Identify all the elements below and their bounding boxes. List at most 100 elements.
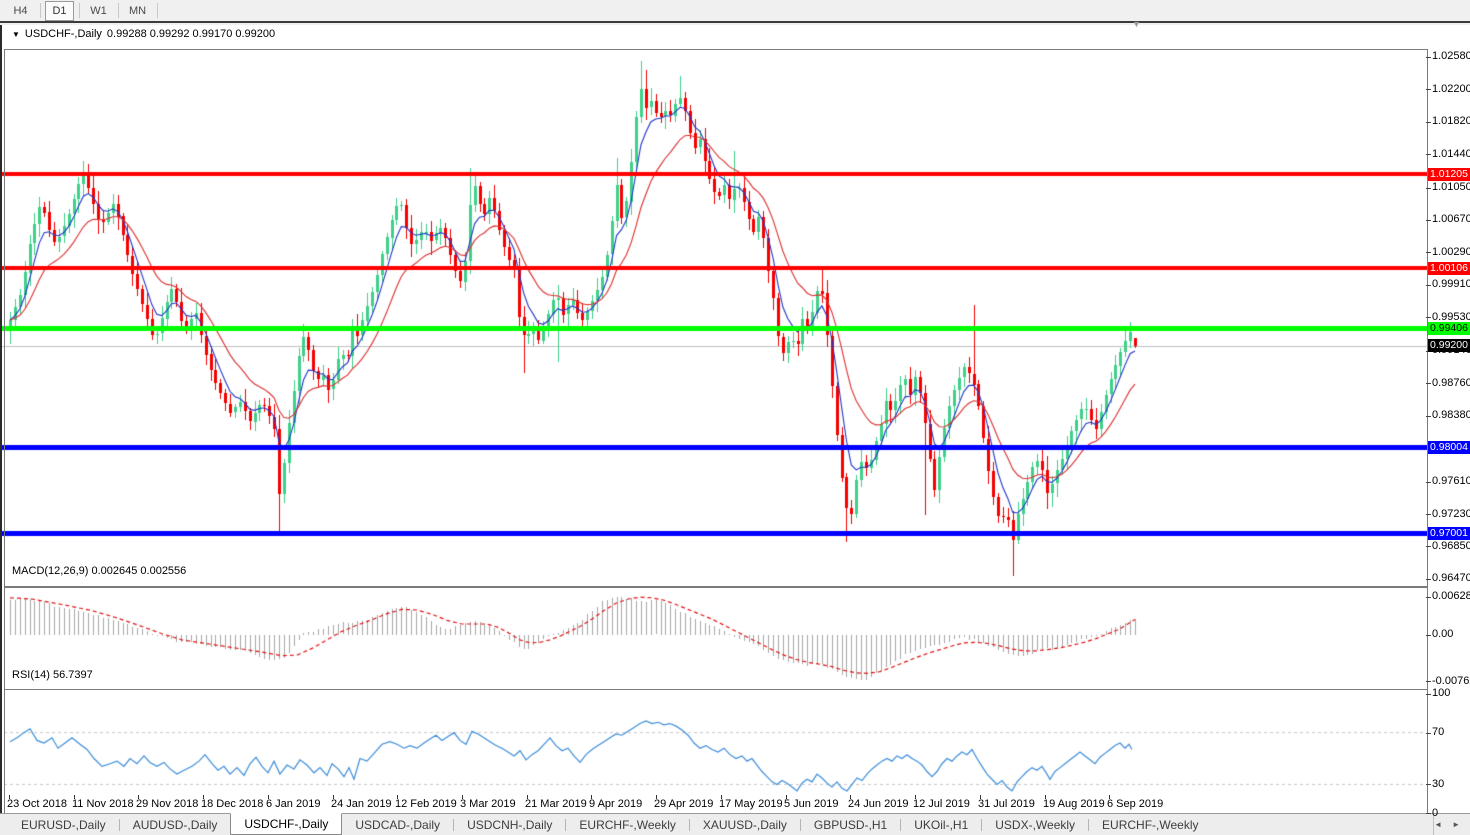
tab-audusd-daily[interactable]: AUDUSD-,Daily <box>132 817 218 832</box>
date-axis-label: 3 Mar 2019 <box>460 798 516 810</box>
rsi-axis-label: 70 <box>1432 726 1445 738</box>
date-axis-label: 19 Aug 2019 <box>1043 798 1105 810</box>
date-axis-label: 11 Nov 2018 <box>72 798 134 810</box>
date-axis-tick <box>1109 795 1110 799</box>
date-axis-tick <box>721 795 722 799</box>
price-axis-label: 1.00670 <box>1432 213 1470 225</box>
level-price-badge: 1.00106 <box>1428 262 1470 275</box>
axis-tick <box>1426 89 1431 90</box>
date-axis-tick <box>656 795 657 799</box>
rsi-panel-canvas[interactable] <box>2 690 1428 821</box>
axis-tick <box>1426 514 1431 515</box>
axis-tick <box>1426 579 1431 580</box>
price-axis-label: 0.96470 <box>1432 572 1470 584</box>
date-axis-tick <box>1045 795 1046 799</box>
macd-indicator-label: MACD(12,26,9) 0.002645 0.002556 <box>12 565 187 577</box>
tab-usdchf-daily[interactable]: USDCHF-,Daily <box>230 813 343 835</box>
timeframe-button-d1[interactable]: D1 <box>45 0 74 21</box>
date-axis-label: 24 Jun 2019 <box>848 798 909 810</box>
macd-axis-label: 0.006286 <box>1432 590 1470 602</box>
timeframe-button-w1[interactable]: W1 <box>90 4 107 17</box>
rsi-indicator-label: RSI(14) 56.7397 <box>12 669 93 681</box>
rsi-axis-label: 30 <box>1432 778 1445 790</box>
tab-usdcad-daily[interactable]: USDCAD-,Daily <box>355 817 441 832</box>
price-axis-label: 1.01440 <box>1432 148 1470 160</box>
date-axis-label: 21 Mar 2019 <box>525 798 587 810</box>
date-axis-tick <box>915 795 916 799</box>
splitter-caret-icon[interactable]: ▼ <box>1132 19 1141 29</box>
chart-ohlc-values: 0.99288 0.99292 0.99170 0.99200 <box>106 28 276 40</box>
tab-eurusd-daily[interactable]: EURUSD-,Daily <box>21 817 106 832</box>
macd-axis-label: 0.00 <box>1432 628 1454 640</box>
chart-title[interactable]: ▼ USDCHF-,Daily 0.99288 0.99292 0.99170 … <box>12 28 275 40</box>
tab-separator <box>118 818 120 831</box>
price-axis-label: 1.02580 <box>1432 50 1470 62</box>
tab-scroll-left-button[interactable]: ◄ <box>1434 820 1443 829</box>
current-price-badge: 0.99200 <box>1428 339 1470 352</box>
axis-tick <box>1426 317 1431 318</box>
date-axis-label: 29 Apr 2019 <box>654 798 714 810</box>
macd-axis-label: -0.00762 <box>1432 675 1470 687</box>
tab-eurchf-weekly[interactable]: EURCHF-,Weekly <box>579 817 676 832</box>
date-axis-tick <box>527 795 528 799</box>
axis-tick <box>1426 122 1431 123</box>
price-axis-label: 1.01050 <box>1432 181 1470 193</box>
tab-xauusd-daily[interactable]: XAUUSD-,Daily <box>702 817 787 832</box>
tab-gbpusd-h1[interactable]: GBPUSD-,H1 <box>813 817 888 832</box>
price-axis-label: 0.96850 <box>1432 540 1470 552</box>
tab-separator <box>453 818 455 831</box>
price-axis-label: 0.97610 <box>1432 475 1470 487</box>
chart-area: ▼ USDCHF-,Daily 0.99288 0.99292 0.99170 … <box>0 19 1470 822</box>
date-axis-tick <box>203 795 204 799</box>
date-axis-label: 12 Jul 2019 <box>913 798 970 810</box>
level-price-badge: 0.98004 <box>1428 441 1470 454</box>
axis-tick <box>1426 252 1431 253</box>
date-axis-label: 31 Jul 2019 <box>978 798 1035 810</box>
tab-separator <box>981 818 983 831</box>
axis-tick <box>1426 597 1431 598</box>
level-price-badge: 0.97001 <box>1428 527 1470 540</box>
tab-usdcnh-daily[interactable]: USDCNH-,Daily <box>467 817 553 832</box>
date-axis-tick <box>786 795 787 799</box>
date-axis-label: 6 Sep 2019 <box>1107 798 1164 810</box>
level-price-badge: 1.01205 <box>1428 168 1470 181</box>
date-axis-label: 6 Jan 2019 <box>266 798 321 810</box>
date-axis-label: 23 Oct 2018 <box>7 798 67 810</box>
tab-eurchf-weekly[interactable]: EURCHF-,Weekly <box>1102 817 1199 832</box>
price-axis-label: 0.99530 <box>1432 311 1470 323</box>
tab-ukoil-h1[interactable]: UKOil-,H1 <box>914 817 969 832</box>
tab-separator <box>900 818 902 831</box>
chart-tab-bar: EURUSD-,Daily AUDUSD-,Daily USDCHF-,Daily U… <box>0 813 1470 835</box>
price-axis-label: 0.99910 <box>1432 278 1470 290</box>
timeframe-button-h4[interactable]: H4 <box>13 4 28 17</box>
date-axis-label: 18 Dec 2018 <box>201 798 264 810</box>
chevron-down-icon[interactable]: ▼ <box>12 29 20 39</box>
timeframe-toolbar: H4 D1 W1 MN <box>0 0 1470 23</box>
toolbar-separator <box>118 3 119 18</box>
axis-tick <box>1426 694 1431 695</box>
toolbar-separator <box>157 3 158 18</box>
toolbar-separator <box>40 3 41 18</box>
axis-tick <box>1426 546 1431 547</box>
date-axis-tick <box>74 795 75 799</box>
tab-usdx-weekly[interactable]: USDX-,Weekly <box>995 817 1076 832</box>
price-axis-label: 0.98760 <box>1432 377 1470 389</box>
axis-tick <box>1426 784 1431 785</box>
date-axis-tick <box>333 795 334 799</box>
timeframe-button-mn[interactable]: MN <box>128 4 147 17</box>
price-axis-label: 1.00290 <box>1432 246 1470 258</box>
date-axis-label: 24 Jan 2019 <box>331 798 392 810</box>
date-axis-tick <box>850 795 851 799</box>
axis-tick <box>1426 733 1431 734</box>
macd-panel-canvas[interactable] <box>2 587 1428 689</box>
date-axis-tick <box>138 795 139 799</box>
main-chart-canvas[interactable] <box>2 50 1428 587</box>
date-axis-tick <box>462 795 463 799</box>
tab-scroll-right-button[interactable]: ► <box>1452 820 1460 829</box>
tab-separator <box>799 818 801 831</box>
price-axis-label: 1.02200 <box>1432 83 1470 95</box>
date-axis-label: 9 Apr 2019 <box>589 798 643 810</box>
date-axis-tick <box>9 795 10 799</box>
date-axis-tick <box>268 795 269 799</box>
